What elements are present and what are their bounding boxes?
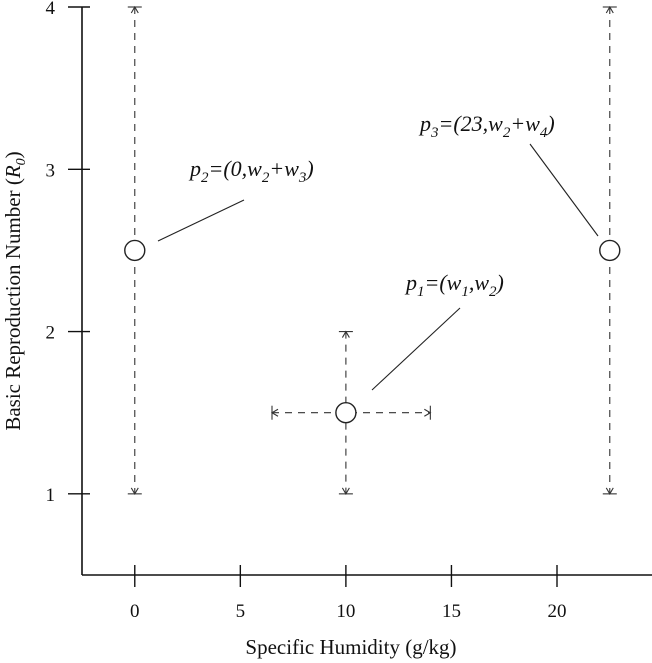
label-text: +w	[510, 111, 540, 136]
y-tick-label: 1	[46, 485, 56, 506]
p1-point	[335, 402, 357, 424]
p2-label: p2=(0,w2+w3)	[188, 156, 314, 186]
label-text: )	[304, 156, 313, 181]
data-points	[124, 239, 621, 424]
x-tick-label: 0	[130, 601, 140, 622]
x-axis-title: Specific Humidity (g/kg)	[245, 635, 456, 659]
label-subscript: 1	[461, 284, 469, 300]
y-tick-label: 2	[46, 323, 56, 344]
x-tick-label: 5	[236, 601, 246, 622]
label-text: p	[418, 111, 431, 136]
x-tick-label: 15	[442, 601, 461, 622]
label-text: )	[495, 270, 504, 295]
range-arrowhead	[605, 5, 614, 14]
p3-range	[602, 5, 617, 495]
y-axis-title: Basic Reproduction Number (R0)	[1, 151, 29, 430]
point-labels: p1=(w1,w2)p2=(0,w2+w3)p3=(23,w2+w4)	[188, 111, 555, 300]
label-subscript: 3	[298, 170, 307, 186]
p1-label: p1=(w1,w2)	[404, 270, 504, 300]
range-arrowhead	[130, 5, 139, 14]
axes: 0 5 10 15 20 1 2 3 4	[46, 0, 652, 622]
label-subscript: 2	[201, 170, 209, 186]
label-subscript: 2	[262, 170, 270, 186]
label-text: ,w	[469, 270, 490, 295]
label-text: =(w	[425, 270, 462, 295]
y-tick-label: 3	[46, 160, 56, 181]
p2-point	[124, 239, 146, 262]
x-tick-label: 10	[336, 601, 355, 622]
label-subscript: 2	[489, 284, 497, 300]
p3-label: p3=(23,w2+w4)	[418, 111, 555, 141]
label-subscript: 3	[430, 125, 439, 141]
range-arrowhead	[605, 487, 614, 495]
p3-point	[599, 239, 621, 262]
label-text: )	[545, 111, 554, 136]
p2-leader-line	[157, 199, 245, 242]
range-arrowhead	[341, 330, 350, 338]
label-leaders	[157, 143, 599, 391]
p3-leader-line	[529, 143, 599, 237]
label-subscript: 2	[503, 125, 511, 141]
range-arrowhead	[270, 408, 279, 417]
y-axis-title-subscript: 0	[14, 158, 29, 165]
x-tick-label: 20	[548, 601, 567, 622]
label-text: +w	[269, 156, 299, 181]
label-subscript: 4	[540, 125, 548, 141]
p1-leader-line	[371, 307, 461, 391]
label-subscript: 1	[417, 284, 425, 300]
label-text: p	[188, 156, 201, 181]
label-text: =(23,w	[439, 111, 504, 136]
range-lines	[127, 5, 617, 495]
range-arrowhead	[424, 408, 432, 417]
y-axis-title-close: )	[1, 151, 25, 158]
range-arrowhead	[130, 487, 139, 495]
y-axis-title-symbol: R	[1, 165, 25, 179]
y-tick-label: 4	[46, 0, 56, 19]
label-text: =(0,w	[209, 156, 263, 181]
label-text: p	[404, 270, 417, 295]
p2-range	[127, 5, 142, 495]
range-arrowhead	[341, 487, 350, 495]
